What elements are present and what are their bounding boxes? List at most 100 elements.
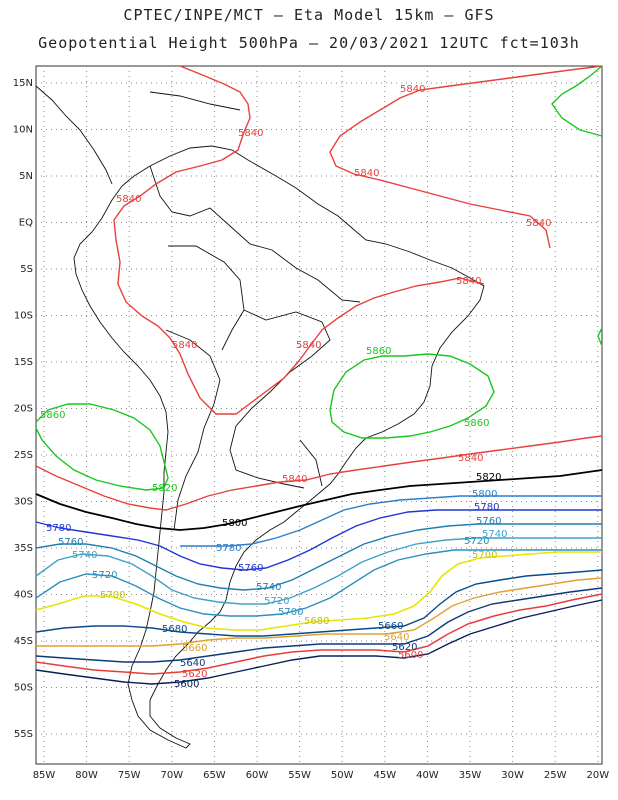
lon-tick-label: 60W <box>246 770 269 781</box>
caribbean-coast <box>149 91 241 111</box>
contour-label: 5620 <box>182 669 207 680</box>
lat-tick-label: 20S <box>14 404 33 415</box>
contour-label: 5860 <box>40 410 65 421</box>
lon-tick-label: 50W <box>331 770 354 781</box>
map-subtitle: Geopotential Height 500hPa – 20/03/2021 … <box>38 34 580 52</box>
contour-label: 5700 <box>472 550 497 561</box>
contour-label: 5820 <box>476 472 501 483</box>
contour-5640 <box>35 587 603 663</box>
contour-5840-atlantic <box>329 65 603 249</box>
lat-tick-label: 55S <box>14 729 33 740</box>
lat-tick-label: EQ <box>19 218 33 229</box>
lon-tick-label: 75W <box>118 770 141 781</box>
contour-5820 <box>35 469 603 531</box>
contour-label: 5760 <box>476 516 501 527</box>
south-america-coastline <box>73 145 485 749</box>
lat-tick-label: 25S <box>14 450 33 461</box>
lat-tick-label: 15S <box>14 357 33 368</box>
contour-label: 5600 <box>174 679 199 690</box>
contour-label: 5740 <box>256 582 281 593</box>
lat-tick-label: 35S <box>14 543 33 554</box>
contour-label: 5720 <box>92 570 117 581</box>
lat-tick-label: 10N <box>13 125 33 136</box>
contour-5760 <box>35 523 602 591</box>
contour-5840-north <box>113 65 485 415</box>
contour-label: 5760 <box>58 537 83 548</box>
contour-label: 5840 <box>400 84 425 95</box>
contour-label: 5620 <box>392 642 417 653</box>
central-america-coast <box>35 85 113 185</box>
contour-label: 5860 <box>464 418 489 429</box>
contour-label: 5800 <box>222 518 247 529</box>
contour-label: 5680 <box>304 616 329 627</box>
contour-label: 5660 <box>378 621 403 632</box>
contour-label: 5640 <box>180 658 205 669</box>
contour-label: 5840 <box>172 340 197 351</box>
contour-5660 <box>36 577 603 647</box>
contour-label: 5860 <box>366 346 391 357</box>
lat-tick-label: 15N <box>13 78 33 89</box>
lat-tick-label: 5N <box>19 171 33 182</box>
lon-tick-label: 30W <box>501 770 524 781</box>
lon-tick-label: 45W <box>373 770 396 781</box>
contour-5860-west <box>35 403 169 491</box>
contour-label: 5760 <box>238 563 263 574</box>
contour-label: 5840 <box>296 340 321 351</box>
lon-tick-label: 55W <box>288 770 311 781</box>
contour-label: 5840 <box>116 194 141 205</box>
contour-5600 <box>35 599 603 685</box>
contour-5780 <box>35 509 602 571</box>
lon-tick-label: 70W <box>160 770 183 781</box>
lon-tick-label: 20W <box>586 770 609 781</box>
axis-ticks: 15N 10N 5N EQ 5S 10S 15S 20S 25S 30S 35S 40S 45S 50S 5… <box>13 78 609 781</box>
contour-label: 5700 <box>278 607 303 618</box>
contour-5860-ne <box>551 65 603 137</box>
contour-label: 5780 <box>474 502 499 513</box>
contour-label: 5800 <box>472 489 497 500</box>
lat-tick-label: 30S <box>14 497 33 508</box>
lon-tick-label: 40W <box>416 770 439 781</box>
contour-label: 5840 <box>238 128 263 139</box>
contour-5840-south <box>35 435 603 511</box>
lon-tick-label: 35W <box>459 770 482 781</box>
map-title: CPTEC/INPE/MCT – Eta Model 15km – GFS <box>123 6 495 24</box>
country-borders <box>149 165 361 531</box>
contour-label: 5820 <box>152 483 177 494</box>
lat-tick-label: 45S <box>14 636 33 647</box>
contour-label: 5720 <box>264 596 289 607</box>
contour-label: 5840 <box>458 453 483 464</box>
contour-5720 <box>35 549 602 617</box>
contour-label: 5680 <box>162 624 187 635</box>
lon-tick-label: 65W <box>203 770 226 781</box>
lon-tick-label: 85W <box>33 770 56 781</box>
lat-tick-label: 50S <box>14 683 33 694</box>
contour-label: 5840 <box>526 218 551 229</box>
contour-labels: 5840 5840 5840 5840 5840 5840 5840 5840 … <box>40 84 551 690</box>
lat-tick-label: 40S <box>14 590 33 601</box>
contour-5860-east <box>597 327 603 347</box>
coastline-borders <box>35 85 485 749</box>
contour-label: 5780 <box>216 543 241 554</box>
contour-5680 <box>35 569 603 637</box>
lon-tick-label: 80W <box>75 770 98 781</box>
contour-label: 5600 <box>398 650 423 661</box>
contour-label: 5720 <box>464 536 489 547</box>
lon-tick-label: 25W <box>544 770 567 781</box>
map-frame <box>35 65 603 765</box>
contour-label: 5740 <box>482 529 507 540</box>
contour-label: 5660 <box>182 643 207 654</box>
contour-5620 <box>35 593 603 675</box>
contour-5860-brazil <box>329 353 495 439</box>
contour-label: 5640 <box>384 632 409 643</box>
contour-label: 5840 <box>282 474 307 485</box>
contour-5800 <box>180 495 602 547</box>
contour-5740 <box>35 537 602 605</box>
lat-tick-label: 10S <box>14 311 33 322</box>
contour-label: 5740 <box>72 550 97 561</box>
contour-label: 5700 <box>100 590 125 601</box>
contour-label: 5840 <box>354 168 379 179</box>
contour-5700 <box>35 551 602 631</box>
contour-label: 5840 <box>456 276 481 287</box>
contour-label: 5780 <box>46 523 71 534</box>
